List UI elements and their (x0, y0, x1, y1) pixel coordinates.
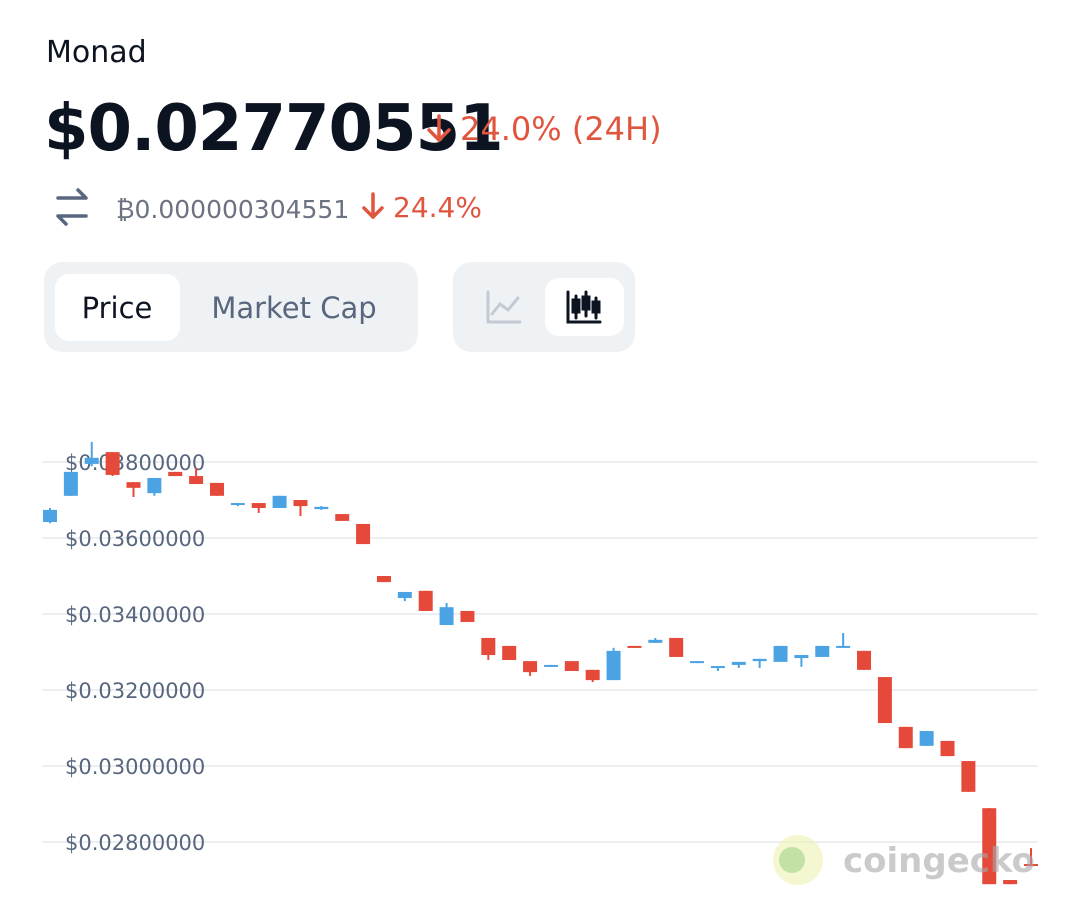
candle-body (418, 590, 433, 611)
coin-name: Monad (46, 35, 147, 70)
candle-body (690, 661, 705, 664)
candle-body (189, 476, 204, 485)
candle-body (961, 761, 976, 792)
candle-body (460, 610, 475, 622)
down-arrow (362, 192, 384, 219)
candle-body (335, 514, 350, 521)
candle-body (710, 666, 725, 669)
watermark-text: coingecko (843, 841, 1035, 881)
tab-selected[interactable] (55, 274, 180, 341)
chart: $0.03800000$0.03600000$0.03400000$0.0320… (42, 441, 1038, 885)
candle-body (794, 655, 809, 659)
candle-body (356, 523, 371, 545)
change-24h: 24.0% (24H) (460, 110, 662, 148)
logo-gecko (779, 847, 805, 873)
btc-change: 24.4% (393, 191, 482, 224)
candle-body (251, 503, 266, 508)
candle-body (585, 669, 600, 681)
candle-body (63, 471, 78, 496)
candle-body (43, 509, 57, 523)
tab-market-cap[interactable]: Market Cap (211, 291, 376, 325)
down-arrow (427, 114, 451, 142)
candle-body (314, 506, 329, 510)
candle-body (147, 477, 162, 494)
candle-body (84, 457, 99, 464)
tab-price[interactable]: Price (82, 291, 153, 325)
candle-body (857, 650, 872, 670)
candle-body (982, 808, 997, 885)
candle-body (397, 591, 412, 599)
candle-chart-icon (566, 290, 602, 324)
candle-body (1024, 864, 1038, 867)
candle-body (126, 482, 141, 488)
candle-body (752, 658, 767, 662)
candle-body (898, 726, 913, 749)
candle-body (564, 661, 579, 671)
y-tick-label: $0.03400000 (65, 603, 205, 627)
candle-body (648, 639, 663, 643)
candle-body (1003, 880, 1018, 885)
candle-body (105, 452, 120, 475)
btc-price: ₿0.000000304551 (116, 195, 349, 224)
candle-body (877, 677, 892, 724)
candle-body (293, 500, 308, 507)
y-tick-label: $0.02800000 (65, 831, 205, 855)
candle-body (376, 576, 391, 583)
candle-body (669, 637, 684, 657)
candle-body (606, 650, 621, 681)
candle-body (230, 503, 245, 506)
candle-body (815, 645, 830, 657)
candle-body (272, 495, 287, 508)
watermark: coingecko (773, 835, 1035, 885)
candle-body (543, 664, 558, 667)
price: $0.02770551 (44, 92, 503, 166)
candle-body (731, 661, 746, 665)
candle-body (481, 637, 496, 656)
swap-icon[interactable] (56, 188, 88, 226)
y-tick-label: $0.03000000 (65, 755, 205, 779)
y-tick-label: $0.03600000 (65, 527, 205, 551)
candle-body (773, 645, 788, 662)
candle-body (439, 607, 454, 626)
candle-body (209, 482, 224, 496)
candle-body (502, 645, 517, 660)
candle-body (919, 731, 934, 746)
candle-body (168, 471, 183, 477)
candle-body (836, 645, 851, 648)
line-chart-icon[interactable] (486, 290, 522, 324)
candle-body (523, 661, 538, 673)
candle-body (940, 740, 955, 757)
candle-body (627, 645, 642, 648)
y-tick-label: $0.03200000 (65, 679, 205, 703)
